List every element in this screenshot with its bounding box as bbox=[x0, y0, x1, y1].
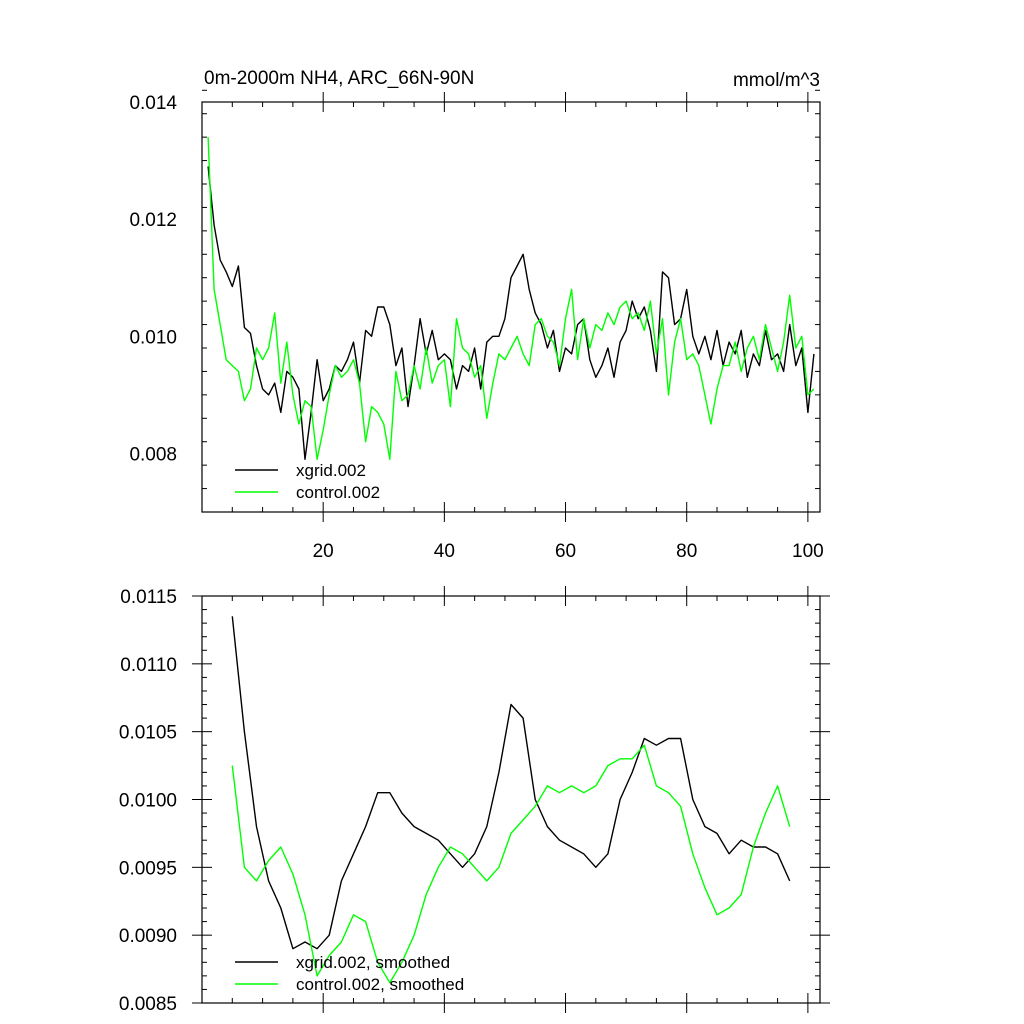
bottom-legend-label: xgrid.002, smoothed bbox=[296, 953, 450, 972]
bottom-y-tick-label: 0.0100 bbox=[119, 791, 177, 812]
bottom-plot-frame bbox=[201, 595, 821, 1004]
top-plot-frame bbox=[201, 101, 821, 513]
chart-title: 0m-2000m NH4, ARC_66N-90N bbox=[204, 68, 474, 89]
bottom-y-tick-label: 0.0110 bbox=[120, 655, 177, 676]
bottom-y-tick-label: 0.0115 bbox=[120, 587, 177, 608]
top-series-line-control bbox=[207, 137, 815, 460]
bottom-series-line-control bbox=[231, 744, 791, 984]
bottom-series-line-xgrid bbox=[231, 616, 791, 950]
top-x-tick-label: 80 bbox=[676, 541, 697, 562]
top-legend-label: xgrid.002 bbox=[296, 461, 366, 480]
top-x-tick-label: 20 bbox=[313, 541, 334, 562]
units-label: mmol/m^3 bbox=[733, 70, 820, 91]
bottom-y-tick-label: 0.0105 bbox=[119, 723, 177, 744]
top-y-tick-label: 0.012 bbox=[129, 210, 177, 231]
top-legend-label: control.002 bbox=[296, 483, 380, 502]
bottom-y-tick-label: 0.0095 bbox=[119, 858, 177, 879]
bottom-legend-label: control.002, smoothed bbox=[296, 975, 464, 994]
top-x-tick-label: 100 bbox=[792, 541, 824, 562]
top-panel: 20 40 60 80 100 0.008 0.010 0.012 0.014 xgrid.002… bbox=[129, 89, 824, 562]
top-x-tick-label: 60 bbox=[555, 541, 576, 562]
top-y-tick-label: 0.008 bbox=[129, 444, 177, 465]
bottom-y-tick-label: 0.0085 bbox=[119, 994, 177, 1015]
top-x-tick-label: 40 bbox=[434, 541, 455, 562]
top-series-line-xgrid bbox=[207, 166, 815, 460]
top-y-tick-label: 0.014 bbox=[129, 93, 177, 114]
bottom-y-tick-label: 0.0090 bbox=[119, 926, 177, 947]
top-y-tick-label: 0.010 bbox=[129, 327, 177, 348]
bottom-panel: 0.0085 0.0090 0.0095 0.0100 0.0105 0.0110 0.01… bbox=[119, 586, 830, 1015]
